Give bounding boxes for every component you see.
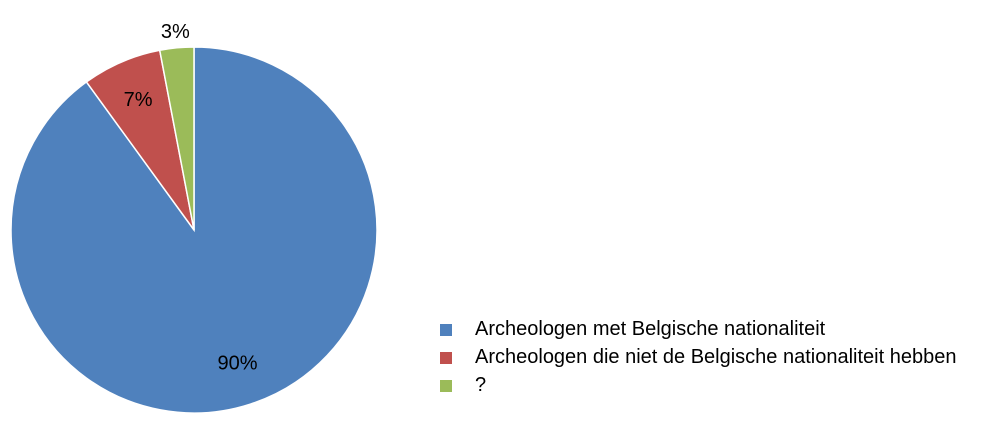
pie-slice (158, 46, 195, 231)
legend-swatch (440, 352, 452, 364)
legend-swatch (440, 380, 452, 392)
legend-item: Archeologen met Belgische nationaliteit (440, 318, 985, 341)
legend-item: Archeologen die niet de Belgische nation… (440, 346, 985, 369)
legend-label: ? (475, 374, 487, 396)
legend-item: ? (440, 374, 985, 397)
legend-label: Archeologen met Belgische nationaliteit (475, 318, 826, 340)
legend-label: Archeologen die niet de Belgische nation… (475, 346, 957, 368)
data-label: 3% (161, 21, 190, 43)
legend-swatch (440, 324, 452, 336)
data-label: 7% (124, 89, 153, 111)
data-label: 90% (218, 352, 258, 374)
legend: Archeologen met Belgische nationaliteit A… (440, 318, 985, 402)
